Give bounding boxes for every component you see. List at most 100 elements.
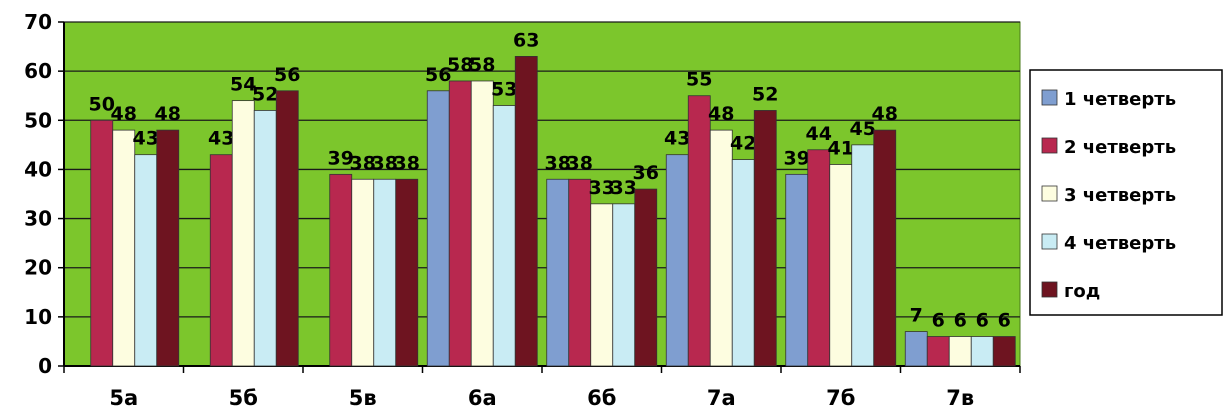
bar bbox=[231, 100, 255, 367]
data-label: 6 bbox=[932, 310, 945, 332]
x-category-label: 7а bbox=[707, 386, 736, 410]
bar bbox=[709, 129, 733, 367]
bar bbox=[514, 56, 538, 367]
x-category-label: 6а bbox=[468, 386, 497, 410]
data-label: 48 bbox=[111, 103, 137, 125]
bar bbox=[753, 110, 777, 367]
y-tick-label: 20 bbox=[24, 256, 52, 280]
bar bbox=[948, 336, 972, 367]
legend-swatch bbox=[1041, 89, 1058, 106]
bar bbox=[351, 178, 375, 367]
legend: 1 четверть 2 четверть 3 четверть 4 четверть… bbox=[1029, 69, 1223, 316]
y-tick-label: 70 bbox=[24, 10, 52, 34]
data-label: 48 bbox=[155, 103, 181, 125]
y-tick-label: 10 bbox=[24, 305, 52, 329]
legend-swatch bbox=[1041, 281, 1058, 298]
bar bbox=[612, 203, 636, 367]
data-label: 55 bbox=[686, 69, 712, 91]
bar bbox=[448, 80, 472, 367]
x-category-label: 6б bbox=[587, 386, 616, 410]
data-label: 38 bbox=[394, 152, 420, 174]
data-label: 52 bbox=[752, 83, 778, 105]
bar bbox=[209, 154, 233, 367]
x-category-label: 5в bbox=[349, 386, 377, 410]
legend-swatch bbox=[1041, 233, 1058, 250]
bar bbox=[156, 129, 180, 367]
legend-label: 1 четверть bbox=[1064, 89, 1176, 110]
legend-label: 2 четверть bbox=[1064, 137, 1176, 158]
bar bbox=[785, 173, 809, 367]
data-label: 33 bbox=[589, 177, 615, 199]
bar bbox=[829, 164, 853, 367]
bar bbox=[275, 90, 299, 367]
bar bbox=[851, 144, 875, 367]
data-label: 6 bbox=[976, 310, 989, 332]
bar bbox=[992, 336, 1016, 367]
bar bbox=[687, 95, 711, 367]
y-tick-label: 0 bbox=[38, 354, 52, 378]
bar bbox=[590, 203, 614, 367]
data-label: 48 bbox=[708, 103, 734, 125]
data-label: 58 bbox=[469, 54, 495, 76]
data-label: 53 bbox=[491, 79, 517, 101]
bar bbox=[134, 154, 158, 367]
x-category-label: 5б bbox=[229, 386, 258, 410]
data-label: 63 bbox=[513, 29, 539, 51]
data-label: 48 bbox=[872, 103, 898, 125]
data-label: 6 bbox=[954, 310, 967, 332]
data-label: 43 bbox=[133, 128, 159, 150]
data-label: 56 bbox=[274, 64, 300, 86]
bar bbox=[807, 149, 831, 367]
bar bbox=[253, 110, 277, 367]
data-label: 6 bbox=[998, 310, 1011, 332]
data-label: 41 bbox=[828, 138, 854, 160]
y-tick-label: 50 bbox=[24, 108, 52, 132]
legend-box bbox=[1029, 69, 1223, 316]
x-category-label: 7б bbox=[826, 386, 855, 410]
data-label: 36 bbox=[633, 162, 659, 184]
y-tick-label: 40 bbox=[24, 157, 52, 181]
bar bbox=[568, 178, 592, 367]
bar bbox=[426, 90, 450, 367]
bar bbox=[112, 129, 136, 367]
bar bbox=[329, 173, 353, 367]
data-label: 56 bbox=[425, 64, 451, 86]
bar bbox=[970, 336, 994, 367]
legend-swatch bbox=[1041, 185, 1058, 202]
data-label: 42 bbox=[730, 133, 756, 155]
bar bbox=[731, 159, 755, 367]
bar bbox=[904, 331, 928, 367]
data-label: 38 bbox=[567, 152, 593, 174]
data-label: 38 bbox=[350, 152, 376, 174]
bar bbox=[470, 80, 494, 367]
bar bbox=[926, 336, 950, 367]
data-label: 39 bbox=[328, 147, 354, 169]
data-label: 38 bbox=[545, 152, 571, 174]
data-label: 43 bbox=[208, 128, 234, 150]
bar bbox=[546, 178, 570, 367]
legend-label: 4 четверть bbox=[1064, 233, 1176, 254]
data-label: 33 bbox=[611, 177, 637, 199]
data-label: 50 bbox=[89, 93, 115, 115]
data-label: 52 bbox=[252, 83, 278, 105]
bar bbox=[395, 178, 419, 367]
data-label: 58 bbox=[447, 54, 473, 76]
x-category-label: 5а bbox=[109, 386, 138, 410]
data-label: 39 bbox=[784, 147, 810, 169]
data-label: 54 bbox=[230, 74, 256, 96]
data-label: 45 bbox=[850, 118, 876, 140]
data-label: 38 bbox=[372, 152, 398, 174]
legend-label: год bbox=[1064, 281, 1100, 302]
legend-swatch bbox=[1041, 137, 1058, 154]
legend-label: 3 четверть bbox=[1064, 185, 1176, 206]
bar bbox=[373, 178, 397, 367]
data-label: 44 bbox=[806, 123, 832, 145]
data-label: 43 bbox=[664, 128, 690, 150]
bar bbox=[873, 129, 897, 367]
data-label: 7 bbox=[910, 305, 923, 327]
bar bbox=[634, 188, 658, 367]
bar bbox=[665, 154, 689, 367]
y-tick-label: 30 bbox=[24, 207, 52, 231]
